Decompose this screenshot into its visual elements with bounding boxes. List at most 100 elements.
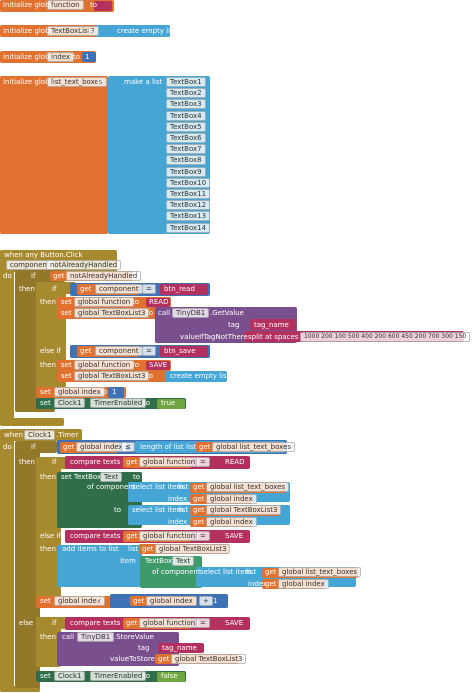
dropdown-field[interactable]: global function [74, 360, 135, 370]
dropdown-field[interactable]: Clock1 [54, 671, 86, 681]
dropdown-field[interactable]: index [47, 52, 75, 62]
dropdown-field[interactable]: Clock1 [54, 398, 86, 408]
dropdown-field[interactable]: global list_text_boxes [278, 567, 362, 577]
dropdown-field[interactable]: global index [206, 494, 257, 504]
dropdown-field[interactable]: notAlreadyHandled [46, 260, 122, 270]
dropdown-field[interactable]: TextBoxList3 [47, 26, 99, 36]
dropdown-field[interactable]: component [95, 346, 143, 356]
block-label: get [80, 285, 92, 293]
dropdown-field[interactable]: 1000 200 100 500 400 200 600 450 200 700… [300, 332, 471, 342]
dropdown-field[interactable]: global function [139, 531, 200, 541]
dropdown-field[interactable]: Clock1 [24, 430, 56, 440]
block-label: list [178, 506, 189, 514]
block-label: get [193, 483, 205, 491]
block-label: split at spaces [248, 333, 299, 341]
dropdown-field[interactable]: component [95, 284, 143, 294]
block-label: set [40, 388, 51, 396]
block-label: then [19, 285, 35, 293]
dropdown-field[interactable]: global function [74, 297, 135, 307]
block-label: 1 [213, 597, 218, 605]
dropdown-field[interactable]: = [196, 618, 210, 628]
dropdown-field[interactable]: global index [146, 596, 197, 606]
block-label: to [73, 53, 81, 61]
dropdown-field[interactable]: global TextBoxList3 [155, 544, 231, 554]
block-label: SAVE [149, 361, 168, 369]
dropdown-field[interactable]: TinyDB1 [77, 632, 115, 642]
block-label: index [248, 580, 268, 588]
dropdown-field[interactable]: = [196, 457, 210, 467]
block-shape [209, 596, 223, 606]
dropdown-field[interactable]: global index [76, 442, 127, 452]
block-shape [94, 1, 112, 11]
block-label: to [143, 399, 151, 407]
dropdown-field[interactable]: global function [139, 618, 200, 628]
block-shape [0, 429, 14, 691]
block-label: call [158, 309, 171, 317]
block-label: index [168, 518, 188, 526]
block-label: compare texts [70, 619, 121, 627]
block-label: get [142, 545, 154, 553]
dropdown-field[interactable]: global TextBoxList3 [171, 654, 247, 664]
block-label: btn_save [164, 347, 196, 355]
dropdown-field[interactable]: TextBox13 [166, 211, 211, 222]
dropdown-field[interactable]: TextBox7 [166, 144, 206, 155]
dropdown-field[interactable]: TextBox12 [166, 200, 211, 211]
dropdown-field[interactable]: = [196, 531, 210, 541]
block-label: to [146, 372, 154, 380]
dropdown-field[interactable]: TextBox9 [166, 166, 206, 177]
dropdown-field[interactable]: ≤ [121, 442, 135, 452]
block-label: initialize global [3, 53, 56, 61]
dropdown-field[interactable]: global TextBoxList3 [74, 308, 150, 318]
dropdown-field[interactable]: TinyDB1 [172, 308, 210, 318]
block-label: when any Button.Click [4, 251, 83, 259]
dropdown-field[interactable]: TextBox8 [166, 155, 206, 166]
dropdown-field[interactable]: TextBox1 [166, 77, 206, 87]
dropdown-field[interactable]: global index [54, 596, 105, 606]
block-label: set [61, 309, 72, 317]
dropdown-field[interactable]: TimerEnabled [90, 671, 147, 681]
block-label: else [19, 619, 34, 627]
dropdown-field[interactable]: TextBox14 [166, 222, 211, 233]
dropdown-field[interactable]: TextBox5 [166, 121, 206, 132]
dropdown-field[interactable]: function [47, 0, 84, 10]
block-shape [15, 441, 57, 453]
dropdown-field[interactable]: TextBox10 [166, 177, 211, 188]
dropdown-field[interactable]: global index [206, 517, 257, 527]
dropdown-field[interactable]: Text [100, 472, 123, 482]
block-label: get [63, 443, 75, 451]
block-label: set [40, 399, 51, 407]
dropdown-field[interactable]: TextBox4 [166, 110, 206, 121]
block-shape [108, 387, 124, 398]
dropdown-field[interactable]: list_text_boxes [47, 77, 107, 87]
dropdown-field[interactable]: global list_text_boxes [212, 442, 296, 452]
dropdown-field[interactable]: TimerEnabled [90, 398, 147, 408]
block-label: to [143, 672, 151, 680]
dropdown-field[interactable]: global TextBoxList3 [206, 505, 282, 515]
dropdown-field[interactable]: + [199, 596, 213, 606]
block-label: if [31, 272, 36, 280]
dropdown-field[interactable]: global index [278, 579, 329, 589]
block-label: then [40, 361, 56, 369]
dropdown-field[interactable]: TextBox11 [166, 189, 211, 199]
dropdown-field[interactable]: = [142, 346, 156, 356]
dropdown-field[interactable]: global list_text_boxes [206, 482, 290, 492]
dropdown-field[interactable]: = [142, 284, 156, 294]
block-label: set TextBox. [61, 473, 104, 481]
dropdown-field[interactable]: global index [54, 387, 105, 397]
block-label: initialize global [3, 27, 56, 35]
block-label: do [3, 272, 12, 280]
block-label: create empty list [170, 372, 230, 380]
block-label: if [52, 619, 57, 627]
block-label: btn_read [164, 285, 195, 293]
dropdown-field[interactable]: Text [172, 556, 195, 566]
dropdown-field[interactable]: TextBox2 [166, 88, 206, 99]
block-label: to [97, 597, 105, 605]
dropdown-field[interactable]: global function [139, 457, 200, 467]
block-shape [222, 532, 248, 542]
block-label: to [132, 361, 140, 369]
dropdown-field[interactable]: global TextBoxList3 [74, 371, 150, 381]
dropdown-field[interactable]: TextBox3 [166, 99, 206, 110]
dropdown-field[interactable]: TextBox6 [166, 133, 206, 143]
dropdown-field[interactable]: notAlreadyHandled [66, 271, 142, 281]
